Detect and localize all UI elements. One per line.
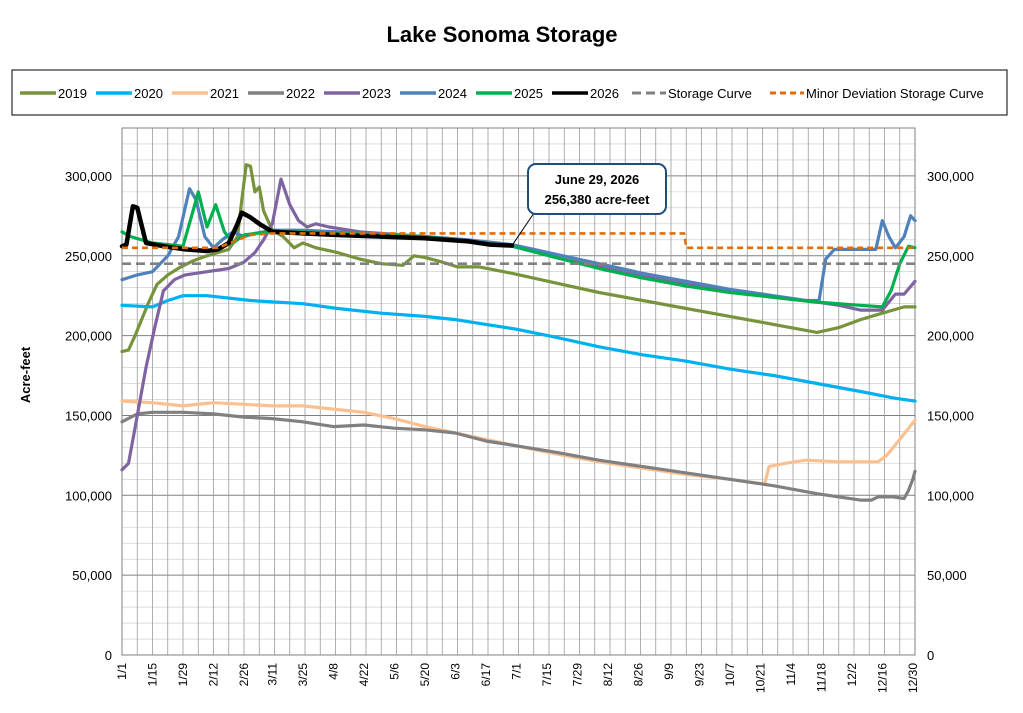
- legend-label: 2022: [286, 86, 315, 101]
- y-tick-label-right: 300,000: [927, 169, 974, 184]
- x-tick-label: 7/29: [570, 663, 584, 687]
- y-tick-label-right: 100,000: [927, 488, 974, 503]
- x-tick-label: 12/2: [845, 663, 859, 687]
- legend-label: 2024: [438, 86, 467, 101]
- series-line-minor-deviation-storage-curve: [122, 232, 915, 250]
- x-tick-label: 2/12: [207, 663, 221, 687]
- x-tick-label: 7/15: [540, 663, 554, 687]
- legend: 2019 2020 2021 2022 2023 2024 2025 2026 Storage …: [11, 69, 1008, 116]
- x-tick-label: 5/6: [387, 663, 401, 680]
- x-tick-label: 7/1: [509, 663, 523, 680]
- y-tick-label-left: 250,000: [65, 249, 112, 264]
- x-tick-label: 10/21: [753, 663, 767, 693]
- x-tick-label: 10/7: [723, 663, 737, 687]
- x-tick-label: 8/12: [601, 663, 615, 687]
- y-tick-label-right: 0: [927, 648, 934, 663]
- x-tick-label: 6/3: [448, 663, 462, 680]
- legend-label: 2025: [514, 86, 543, 101]
- y-tick-label-right: 200,000: [927, 329, 974, 344]
- x-tick-label: 4/22: [357, 663, 371, 687]
- annotation-box: [527, 163, 667, 215]
- y-tick-label-left: 200,000: [65, 329, 112, 344]
- x-tick-label: 12/16: [875, 663, 889, 693]
- y-tick-label-right: 250,000: [927, 249, 974, 264]
- legend-label: 2021: [210, 86, 239, 101]
- x-tick-label: 1/29: [176, 663, 190, 687]
- y-tick-label-right: 150,000: [927, 408, 974, 423]
- legend-label: Storage Curve: [668, 86, 752, 101]
- chart-title: Lake Sonoma Storage: [386, 22, 617, 47]
- plot-area: 0 0 50,000 50,000 100,000 100,000 150,000 150,0…: [65, 127, 974, 693]
- x-tick-label: 1/15: [146, 663, 160, 687]
- legend-label: Minor Deviation Storage Curve: [806, 86, 984, 101]
- legend-label: 2019: [58, 86, 87, 101]
- series-line-2026: [119, 204, 515, 254]
- y-tick-label-left: 300,000: [65, 169, 112, 184]
- x-tick-label: 3/11: [265, 663, 279, 686]
- y-tick-label-right: 50,000: [927, 568, 967, 583]
- plot-frame: [121, 127, 916, 656]
- x-tick-label: 3/25: [296, 663, 310, 687]
- x-tick-label: 8/26: [631, 663, 645, 687]
- y-axis-label: Acre-feet: [18, 346, 33, 403]
- series-line-2020: [120, 294, 917, 403]
- legend-label: 2026: [590, 86, 619, 101]
- legend-label: 2023: [362, 86, 391, 101]
- x-tick-label: 12/30: [906, 663, 920, 693]
- x-tick-label: 5/20: [418, 663, 432, 687]
- annotation-value: 256,380 acre-feet: [545, 192, 650, 207]
- annotation-callout: June 29, 2026 256,380 acre-feet: [511, 163, 667, 246]
- y-tick-label-left: 100,000: [65, 488, 112, 503]
- x-tick-label: 9/9: [662, 663, 676, 680]
- annotation-leader: [511, 212, 535, 246]
- legend-label: 2020: [134, 86, 163, 101]
- x-tick-label: 1/1: [115, 663, 129, 680]
- y-tick-label-left: 0: [105, 648, 112, 663]
- x-tick-label: 11/18: [814, 663, 828, 692]
- x-tick-label: 9/23: [692, 663, 706, 687]
- series-line-2022: [120, 410, 917, 502]
- series-line-2019: [120, 163, 917, 354]
- y-tick-label-left: 50,000: [72, 568, 112, 583]
- x-tick-label: 2/26: [237, 663, 251, 687]
- x-tick-label: 4/8: [326, 663, 340, 680]
- x-tick-label: 11/4: [784, 663, 798, 686]
- annotation-date: June 29, 2026: [555, 172, 640, 187]
- y-tick-label-left: 150,000: [65, 408, 112, 423]
- x-tick-label: 6/17: [479, 663, 493, 687]
